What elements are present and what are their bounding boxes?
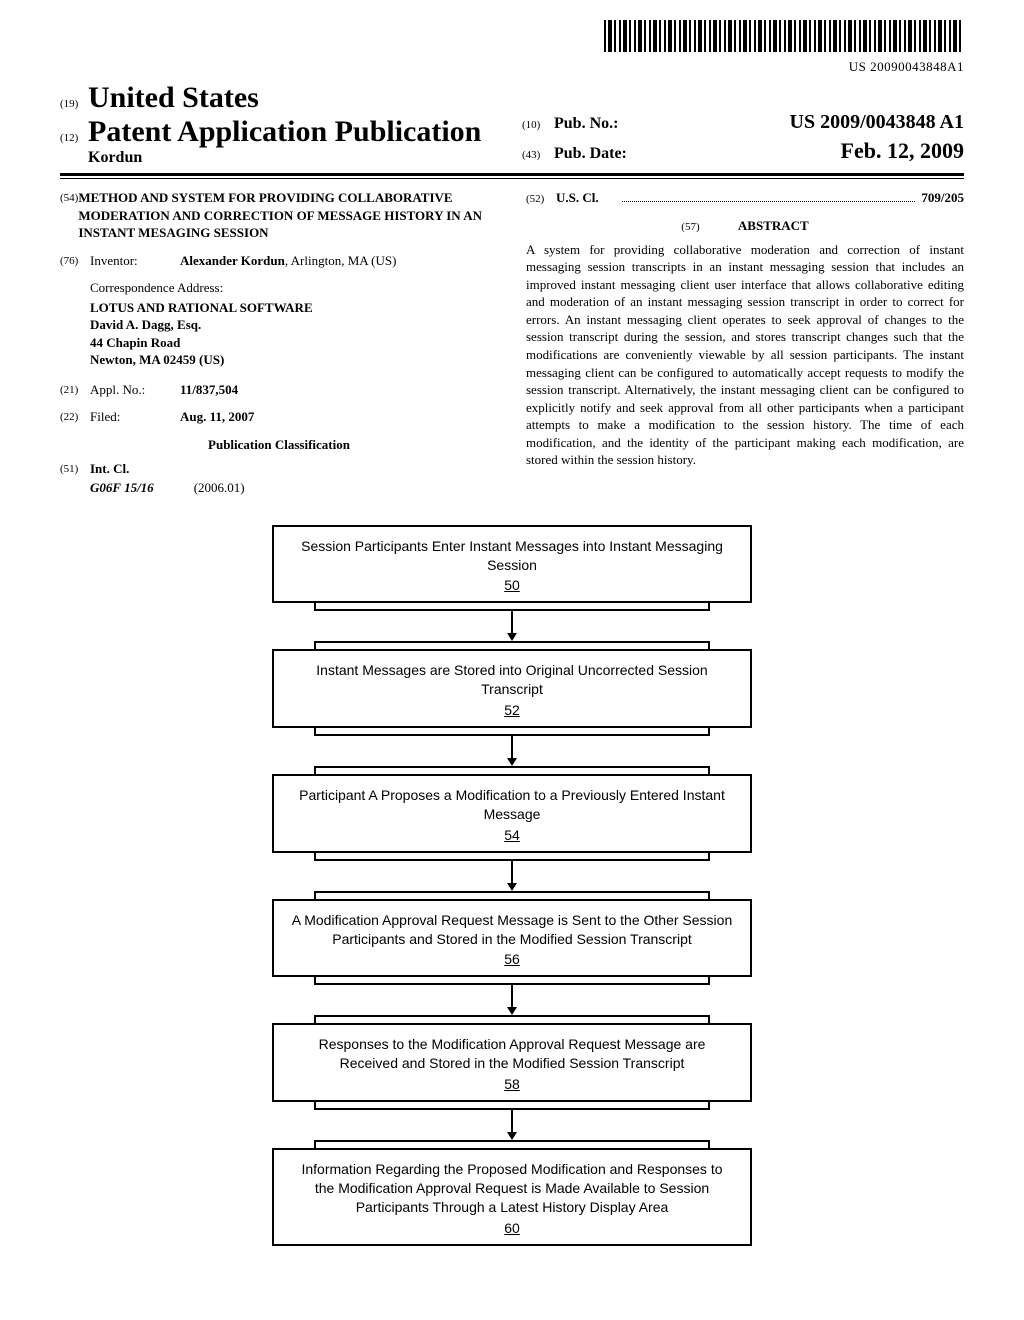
right-column: (52) U.S. Cl. 709/205 (57) ABSTRACT A sy… <box>526 189 964 497</box>
flow-box-text: Participant A Proposes a Modification to… <box>299 787 725 822</box>
flow-box: Participant A Proposes a Modification to… <box>272 774 752 853</box>
header: (19) United States (12) Patent Applicati… <box>60 81 964 167</box>
intcl-sup: (51) <box>60 460 90 477</box>
flow-box: A Modification Approval Request Message … <box>272 899 752 978</box>
inventor-label: Inventor: <box>90 252 180 270</box>
country: United States <box>88 81 259 115</box>
inventor-location: , Arlington, MA (US) <box>285 253 397 268</box>
intcl-code: G06F 15/16 <box>90 479 154 497</box>
inventor-name: Alexander Kordun <box>180 253 285 268</box>
pubdate-value: Feb. 12, 2009 <box>631 138 964 164</box>
title-sup: (54) <box>60 189 78 206</box>
country-sup: (19) <box>60 98 88 110</box>
divider-thick <box>60 173 964 176</box>
flow-arrow-icon <box>272 861 752 891</box>
filed-sup: (22) <box>60 408 90 425</box>
intcl-row: G06F 15/16 (2006.01) <box>90 479 498 497</box>
abstract-label: ABSTRACT <box>738 218 809 233</box>
flow-box-number: 60 <box>290 1219 734 1238</box>
flow-box: Instant Messages are Stored into Origina… <box>272 649 752 728</box>
flow-box-number: 50 <box>290 576 734 595</box>
abstract-heading: (57) ABSTRACT <box>526 217 964 235</box>
flow-arrow-icon <box>272 736 752 766</box>
flow-box-number: 52 <box>290 701 734 720</box>
flow-arrow-icon <box>272 611 752 641</box>
uscl-sup: (52) <box>526 190 556 207</box>
barcode-graphic <box>604 20 964 52</box>
flowchart: Session Participants Enter Instant Messa… <box>272 525 752 1246</box>
pub-sup: (12) <box>60 132 88 144</box>
flow-connector <box>272 977 752 985</box>
pubdate-sup: (43) <box>522 149 550 161</box>
flow-connector <box>272 766 752 774</box>
flow-connector <box>272 641 752 649</box>
flow-box-number: 58 <box>290 1075 734 1094</box>
flow-box-number: 54 <box>290 826 734 845</box>
pubno-label: Pub. No.: <box>554 115 627 133</box>
author-name: Kordun <box>88 149 502 167</box>
uscl-label: U.S. Cl. <box>556 189 616 207</box>
divider-thin <box>60 178 964 179</box>
uscl-dots <box>622 201 915 202</box>
abstract-sup: (57) <box>681 219 699 233</box>
flow-connector <box>272 1102 752 1110</box>
corr-addr2: Newton, MA 02459 (US) <box>90 351 498 369</box>
flow-connector <box>272 853 752 861</box>
flow-connector <box>272 891 752 899</box>
flow-connector <box>272 728 752 736</box>
flow-arrow-icon <box>272 1110 752 1140</box>
flow-connector <box>272 1015 752 1023</box>
corr-addr1: 44 Chapin Road <box>90 334 498 352</box>
appl-sup: (21) <box>60 381 90 398</box>
pubno-sup: (10) <box>522 119 550 131</box>
inventor-body: Alexander Kordun, Arlington, MA (US) <box>180 252 498 270</box>
pubdate-label: Pub. Date: <box>554 145 627 163</box>
flow-box-text: A Modification Approval Request Message … <box>292 912 732 947</box>
inventor-sup: (76) <box>60 252 90 269</box>
appl-value: 11/837,504 <box>180 382 238 397</box>
pub-class-heading: Publication Classification <box>60 436 498 454</box>
flow-box-text: Session Participants Enter Instant Messa… <box>301 538 723 573</box>
pub-title: Patent Application Publication <box>88 115 481 149</box>
flow-connector <box>272 1140 752 1148</box>
corr-label: Correspondence Address: <box>90 279 498 297</box>
uscl-value: 709/205 <box>921 189 964 207</box>
barcode-region: US 20090043848A1 <box>60 20 964 75</box>
barcode-number: US 20090043848A1 <box>60 59 964 75</box>
left-column: (54) METHOD AND SYSTEM FOR PROVIDING COL… <box>60 189 498 497</box>
intcl-label: Int. Cl. <box>90 460 129 478</box>
flow-box-text: Information Regarding the Proposed Modif… <box>301 1161 722 1215</box>
filed-value: Aug. 11, 2007 <box>180 409 254 424</box>
flow-box-number: 56 <box>290 950 734 969</box>
flow-box: Responses to the Modification Approval R… <box>272 1023 752 1102</box>
appl-label: Appl. No.: <box>90 381 180 399</box>
filed-label: Filed: <box>90 408 180 426</box>
abstract-text: A system for providing collaborative mod… <box>526 241 964 469</box>
flow-box: Information Regarding the Proposed Modif… <box>272 1148 752 1246</box>
flow-box-text: Instant Messages are Stored into Origina… <box>316 662 707 697</box>
correspondence-block: Correspondence Address: LOTUS AND RATION… <box>90 279 498 369</box>
corr-name: David A. Dagg, Esq. <box>90 316 498 334</box>
intcl-year: (2006.01) <box>194 479 245 497</box>
flow-box: Session Participants Enter Instant Messa… <box>272 525 752 604</box>
body-columns: (54) METHOD AND SYSTEM FOR PROVIDING COL… <box>60 189 964 497</box>
flow-box-text: Responses to the Modification Approval R… <box>319 1036 706 1071</box>
flow-arrow-icon <box>272 985 752 1015</box>
corr-firm: LOTUS AND RATIONAL SOFTWARE <box>90 299 498 317</box>
uscl-line: (52) U.S. Cl. 709/205 <box>526 189 964 207</box>
invention-title: METHOD AND SYSTEM FOR PROVIDING COLLABOR… <box>78 189 498 242</box>
flow-connector <box>272 603 752 611</box>
pubno-value: US 2009/0043848 A1 <box>631 111 964 134</box>
